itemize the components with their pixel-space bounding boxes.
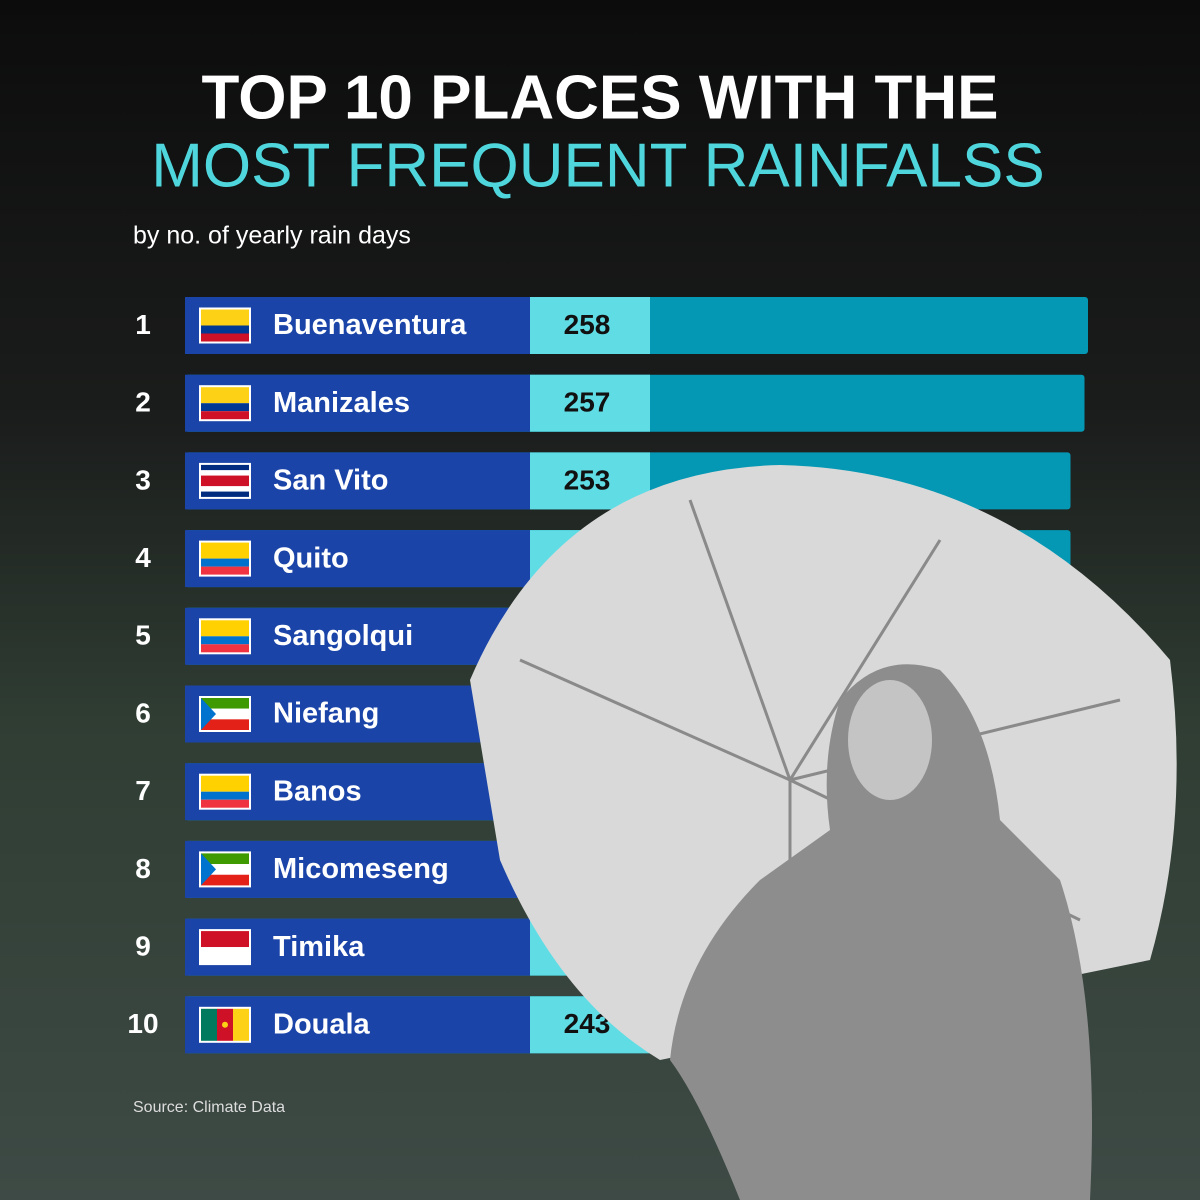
- flag-stripe: [201, 874, 249, 886]
- flag-triangle: [201, 853, 216, 886]
- rank-label: 5: [135, 620, 151, 651]
- flag-stripe: [201, 791, 249, 800]
- rank-label: 10: [127, 1008, 158, 1039]
- flag-stripe: [201, 931, 249, 948]
- flag-stripe: [201, 698, 249, 709]
- rank-label: 7: [135, 775, 151, 806]
- flag-stripe: [201, 719, 249, 730]
- flag-stripe: [201, 708, 249, 720]
- category-label: Sangolqui: [273, 620, 413, 652]
- rank-label: 6: [135, 697, 151, 728]
- flag: [199, 540, 251, 577]
- flag-stripe: [201, 1008, 217, 1041]
- chart-title-line2: MOST FREQUENT RAINFALSS: [151, 131, 1044, 200]
- value-label: 258: [564, 309, 611, 340]
- value-label: 257: [564, 387, 611, 418]
- photo-figure: [470, 465, 1177, 1200]
- flag: [199, 385, 251, 422]
- rank-label: 3: [135, 464, 151, 495]
- rank-label: 8: [135, 853, 151, 884]
- source: Source: Climate Data: [133, 1099, 285, 1116]
- flag-stripe: [201, 486, 249, 492]
- chart-subtitle: by no. of yearly rain days: [133, 222, 411, 250]
- category-label: Micomeseng: [273, 853, 449, 885]
- flag-stripe: [201, 644, 249, 653]
- bars: 1 Buenaventura 258 2 Manizales 257 3 San Vito 25…: [127, 297, 1088, 1054]
- category-label: Niefang: [273, 698, 379, 730]
- flag-stripe: [201, 325, 249, 334]
- flag-stripe: [201, 799, 249, 808]
- flag-stripe: [201, 853, 249, 865]
- flag: [199, 1006, 251, 1043]
- value-box: [530, 297, 650, 354]
- rank-label: 1: [135, 309, 151, 340]
- category-label: San Vito: [273, 465, 389, 497]
- category-label: Douala: [273, 1008, 371, 1040]
- flag-stripe: [201, 620, 249, 637]
- flag-stripe: [201, 464, 249, 471]
- rank-label: 9: [135, 930, 151, 961]
- category-label: Timika: [273, 931, 365, 963]
- flag-stripe: [201, 491, 249, 497]
- flag: [199, 462, 251, 499]
- value-label: 253: [564, 464, 611, 495]
- category-label: Banos: [273, 775, 362, 807]
- flag-stripe: [233, 1008, 249, 1041]
- flag: [199, 773, 251, 810]
- person: [670, 664, 1092, 1200]
- chart-title: TOP 10 PLACES WITH THE: [202, 63, 999, 132]
- flag-stripe: [201, 775, 249, 792]
- flag: [199, 618, 251, 655]
- flag: [199, 929, 251, 966]
- rank-label: 4: [135, 542, 151, 573]
- flag-stripe: [201, 864, 249, 875]
- flag: [199, 696, 251, 732]
- flag-stripe: [201, 309, 249, 326]
- value-box: [530, 374, 650, 432]
- flag-stripe: [201, 558, 249, 567]
- flag-stripe: [201, 636, 249, 645]
- flag-triangle: [201, 698, 216, 730]
- category-label: Quito: [273, 542, 349, 574]
- flag: [199, 307, 251, 344]
- flag-stripe: [201, 470, 249, 476]
- flag-stripe: [201, 403, 249, 412]
- flag-stripe: [201, 387, 249, 404]
- flag-stripe: [201, 411, 249, 420]
- flag: [199, 851, 251, 888]
- person-face: [848, 680, 932, 800]
- category-label: Manizales: [273, 387, 410, 419]
- flag-stripe: [201, 333, 249, 342]
- rank-label: 2: [135, 387, 151, 418]
- flag-star: [222, 1021, 228, 1028]
- flag-stripe: [201, 542, 249, 559]
- flag-stripe: [201, 566, 249, 575]
- flag-stripe: [201, 475, 249, 487]
- flag-stripe: [201, 947, 249, 964]
- category-label: Buenaventura: [273, 309, 467, 341]
